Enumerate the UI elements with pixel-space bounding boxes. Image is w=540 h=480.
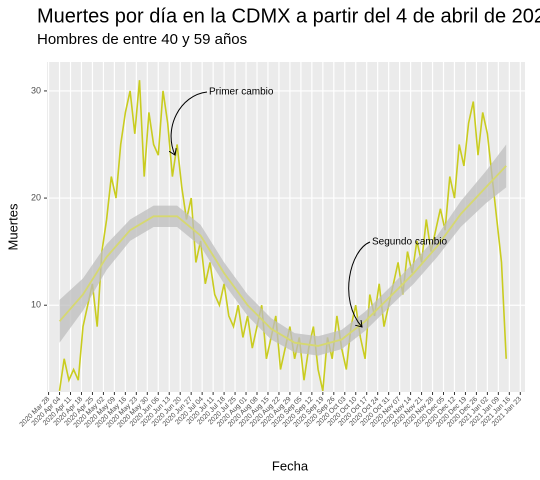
y-tick-label: 20 xyxy=(31,192,41,202)
y-tick-label: 10 xyxy=(31,300,41,310)
y-tick-label: 30 xyxy=(31,85,41,95)
smooth-line xyxy=(58,165,507,347)
chart-title: Muertes por día en la CDMX a partir del … xyxy=(37,5,540,27)
x-axis-label: Fecha xyxy=(272,458,309,473)
chart-subtitle: Hombres de entre 40 y 59 años xyxy=(37,31,247,48)
annotation-arrow xyxy=(348,241,371,327)
annotation-arrow xyxy=(171,91,208,155)
annotation: Primer cambio xyxy=(209,87,274,98)
y-axis-label: Muertes xyxy=(5,203,20,250)
annotation: Segundo cambio xyxy=(372,237,447,248)
